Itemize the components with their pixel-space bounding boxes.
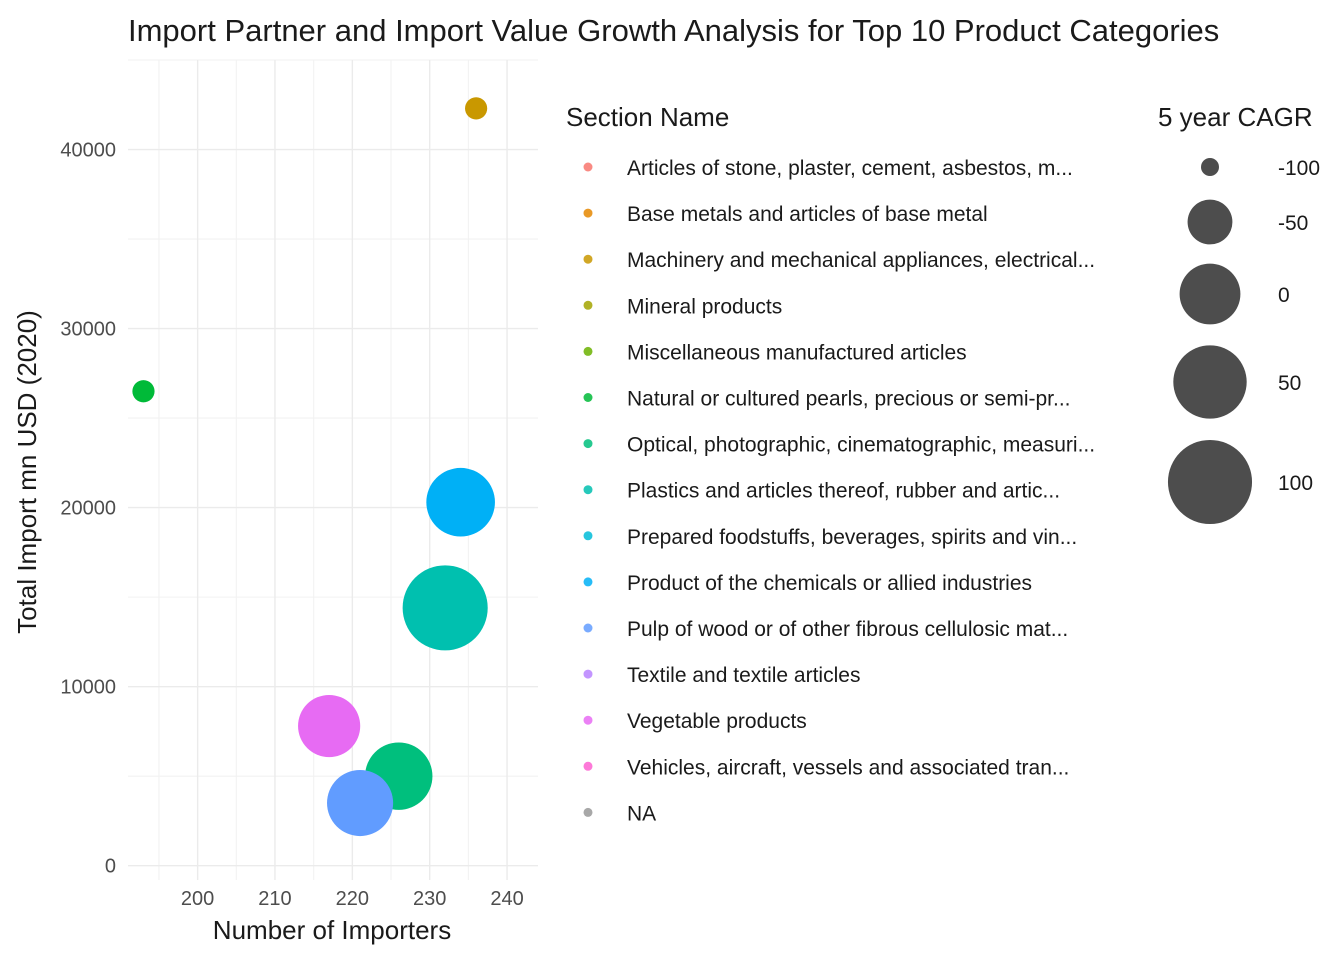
legend-item-label: Machinery and mechanical appliances, ele… (627, 249, 1095, 272)
data-point (465, 97, 488, 120)
data-point (298, 694, 361, 758)
data-point (402, 565, 488, 651)
legend-item-label: Natural or cultured pearls, precious or … (627, 388, 1071, 411)
x-tick-label: 230 (413, 888, 446, 910)
legend-key-dot (583, 623, 593, 633)
size-legend-circle (1201, 158, 1219, 176)
legend-item-label: Base metals and articles of base metal (627, 203, 988, 226)
legend-item-label: NA (627, 802, 656, 825)
x-tick-label: 220 (336, 888, 369, 910)
legend-key-dot (583, 208, 593, 218)
data-point (327, 769, 394, 837)
data-points (132, 97, 495, 837)
legend-item-label: Product of the chemicals or allied indus… (627, 572, 1032, 595)
legend-key-dot (583, 669, 593, 679)
y-tick-label: 10000 (60, 677, 116, 699)
legend-item-label: Pulp of wood or of other fibrous cellulo… (627, 618, 1068, 641)
legend-key-dot (583, 761, 593, 771)
size-legend-label: 50 (1278, 372, 1301, 395)
size-legend-label: 0 (1278, 284, 1290, 307)
legend-item-label: Vegetable products (627, 710, 807, 733)
size-legend-circle (1187, 199, 1233, 245)
x-tick-label: 200 (181, 888, 214, 910)
size-legend: 5 year CAGR -100 -50 0 50 100 (1158, 102, 1320, 525)
legend-key-dot (583, 807, 593, 817)
chart-title: Import Partner and Import Value Growth A… (128, 13, 1219, 48)
legend-item-label: Vehicles, aircraft, vessels and associat… (627, 756, 1069, 779)
y-tick-label: 0 (105, 856, 116, 878)
grid (128, 59, 538, 880)
legend-key-dot (583, 485, 593, 495)
y-axis-title: Total Import mn USD (2020) (12, 310, 42, 634)
legend-key-dot (583, 393, 593, 402)
size-legend-title: 5 year CAGR (1158, 102, 1313, 132)
data-point (426, 467, 495, 537)
legend-item-label: Miscellaneous manufactured articles (627, 341, 967, 364)
legend-item-label: Articles of stone, plaster, cement, asbe… (627, 157, 1073, 180)
axes: 200 210 220 230 240 0 10000 20000 30000 40000 (60, 140, 523, 910)
data-point (132, 380, 155, 403)
legend-key-dot (583, 577, 593, 587)
legend-key-dot (583, 346, 593, 356)
y-tick-label: 40000 (60, 140, 116, 162)
y-tick-label: 30000 (60, 319, 116, 341)
color-legend: Section Name Articles of stone, plaster,… (566, 102, 1095, 825)
size-legend-label: -100 (1278, 157, 1320, 180)
legend-key-dot (583, 439, 593, 449)
size-legend-label: 100 (1278, 472, 1313, 495)
legend-key-dot (583, 162, 593, 172)
size-legend-label: -50 (1278, 212, 1308, 235)
y-tick-label: 20000 (60, 498, 116, 520)
legend-key-dot (583, 300, 593, 310)
legend-item-label: Plastics and articles thereof, rubber an… (627, 480, 1060, 503)
x-axis-title: Number of Importers (213, 915, 451, 945)
size-legend-circle (1167, 439, 1253, 525)
legend-item-label: Prepared foodstuffs, beverages, spirits … (627, 526, 1077, 549)
color-legend-title: Section Name (566, 102, 729, 132)
x-tick-label: 210 (258, 888, 291, 910)
size-legend-circle (1173, 345, 1247, 419)
legend-item-label: Textile and textile articles (627, 664, 860, 687)
legend-key-dot (583, 254, 593, 264)
legend-key-dot (583, 531, 593, 541)
legend-item-label: Optical, photographic, cinematographic, … (627, 434, 1095, 457)
size-legend-circle (1179, 263, 1241, 325)
x-tick-label: 240 (490, 888, 523, 910)
legend-item-label: Mineral products (627, 295, 782, 318)
legend-key-dot (583, 715, 593, 725)
